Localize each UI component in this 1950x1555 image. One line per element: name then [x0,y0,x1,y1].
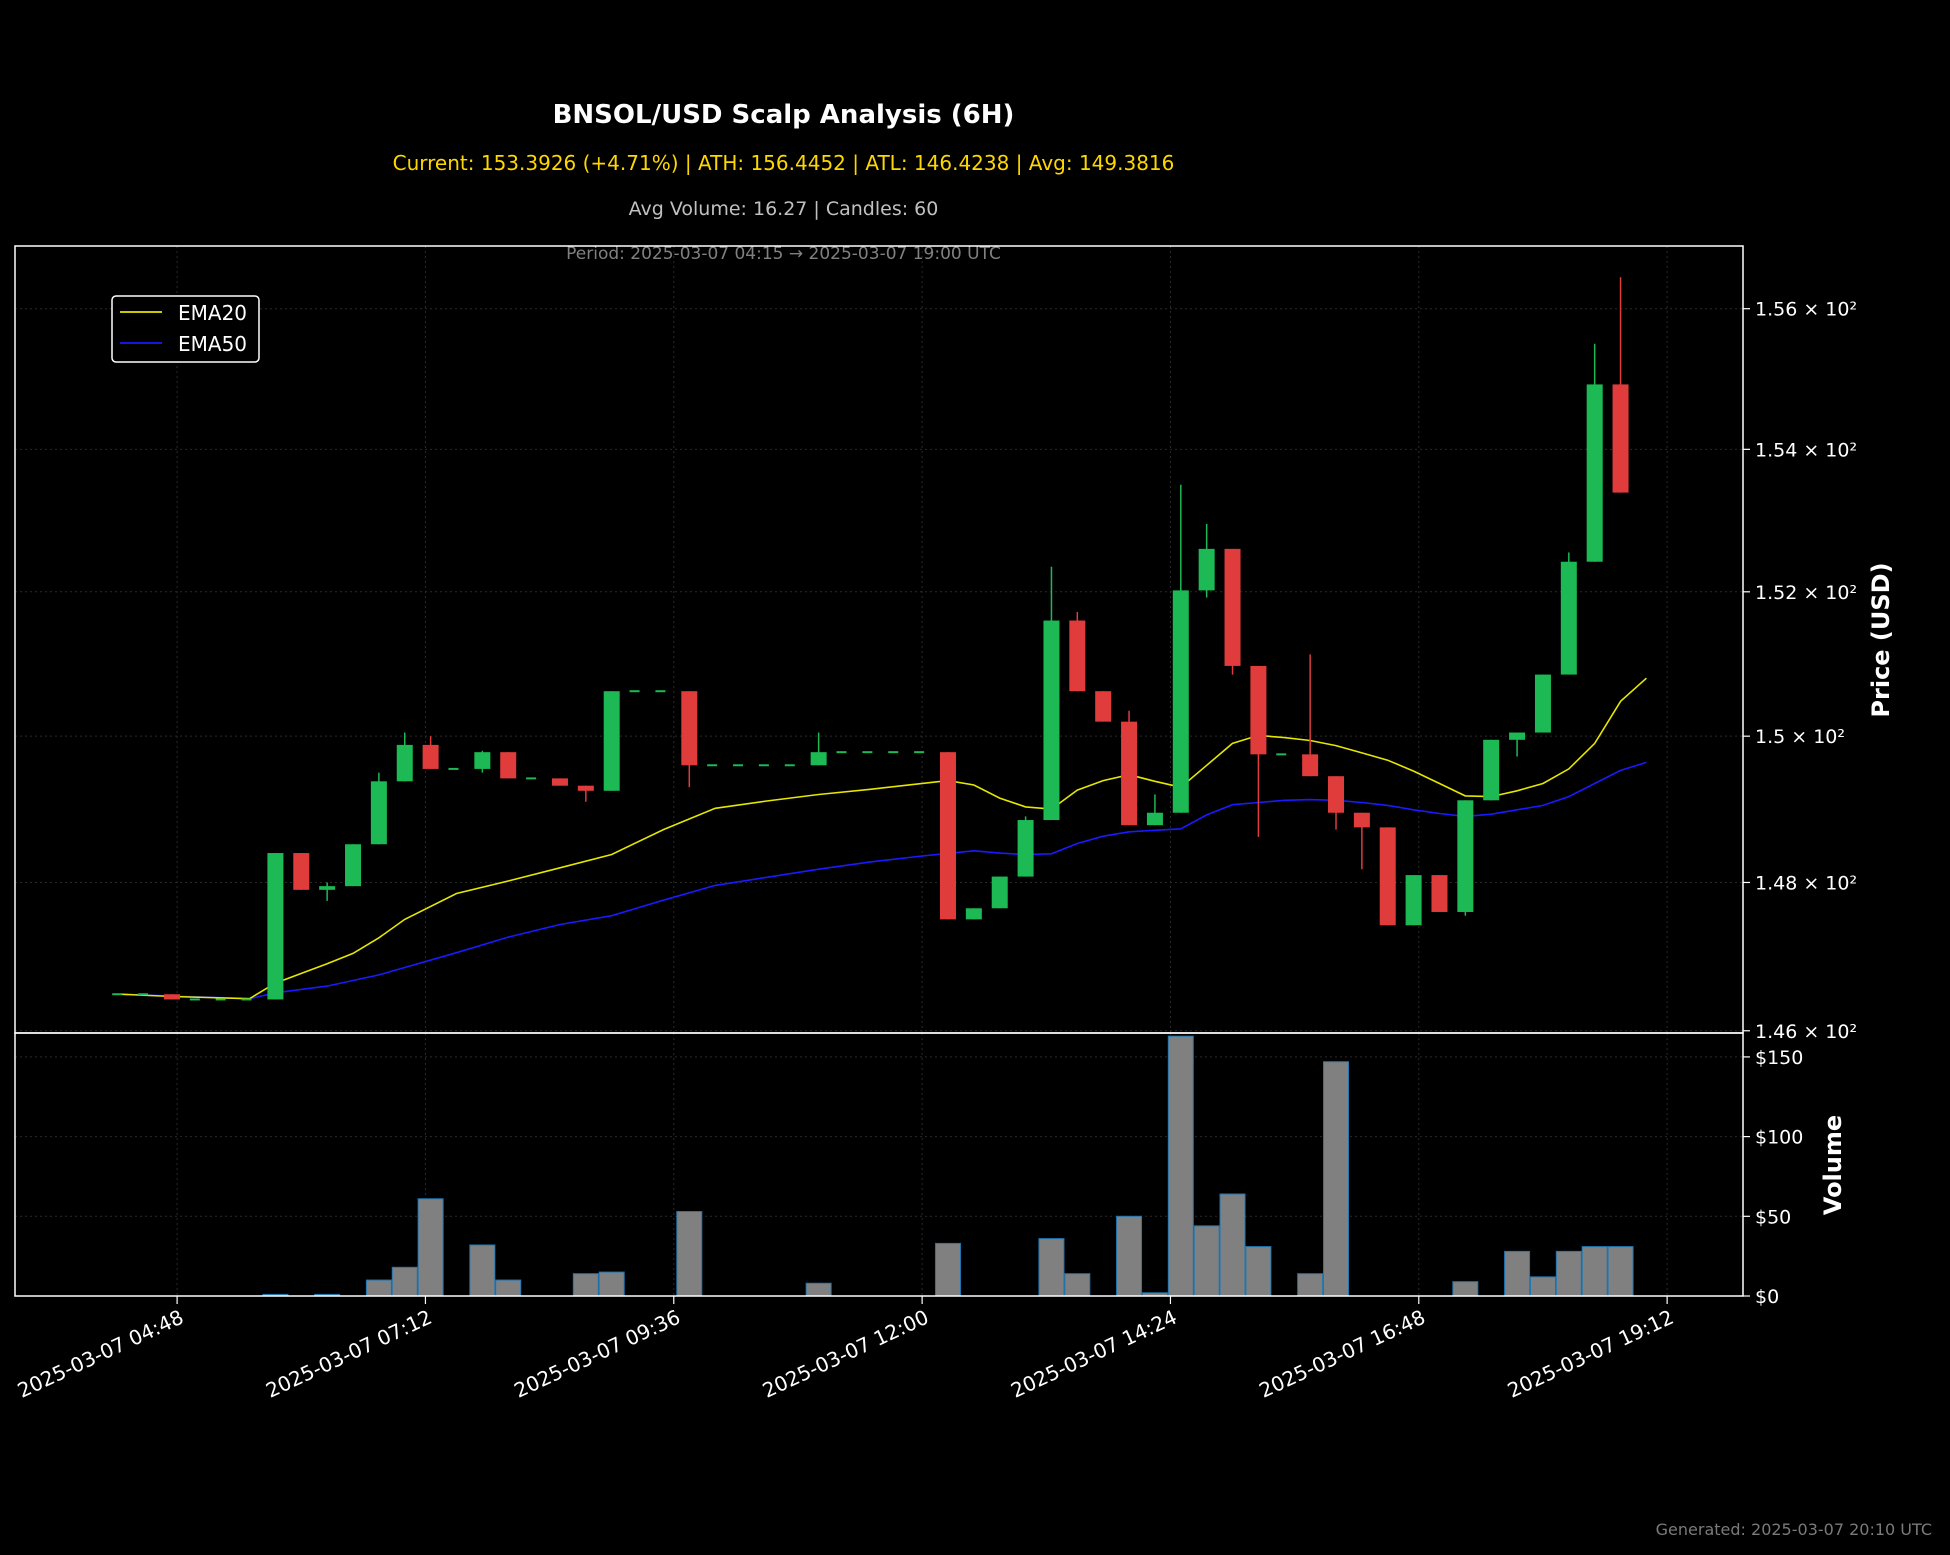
volume-bar [1323,1061,1350,1297]
volume-tick-label: $100 [1755,1127,1803,1149]
candle-body [163,994,180,1000]
volume-bar [1219,1193,1246,1297]
volume-bar [391,1266,418,1297]
volume-bar [1529,1276,1556,1297]
candle-body [681,691,698,766]
price-tick-label: 1.46 × 10² [1755,1021,1857,1043]
candle-body [551,778,568,786]
candle-body [1328,776,1345,813]
time-tick-label: 2025-03-07 12:00 [759,1305,932,1403]
candle-body [1612,384,1629,493]
candle-body [1534,674,1551,733]
volume-bar [365,1279,392,1297]
volume-bar [1504,1250,1531,1297]
volume-tick-label: $50 [1755,1206,1791,1228]
generated-timestamp: Generated: 2025-03-07 20:10 UTC [1655,1520,1932,1539]
candle-body [1509,732,1526,740]
candle-body [991,876,1008,909]
candle-body [1146,812,1163,826]
volume-bar [1581,1246,1608,1297]
price-tick-label: 1.5 × 10² [1755,726,1845,748]
candle-body [1302,754,1319,777]
candle-body [422,744,439,769]
volume-bar [1064,1273,1091,1297]
candle-body [345,844,362,887]
candle-body [1017,820,1034,877]
candle-body [1560,561,1577,675]
volume-bar [417,1198,444,1297]
candle-body [577,785,594,791]
candle-body [1069,620,1086,692]
time-tick-label: 2025-03-07 07:12 [262,1305,435,1403]
volume-bar [495,1279,522,1297]
candle-body [1095,691,1112,722]
candle-body [1405,875,1422,926]
price-axis-label: Price (USD) [1867,562,1895,717]
ema20-line [120,677,1647,1000]
volume-bar [572,1273,599,1297]
time-tick-label: 2025-03-07 14:24 [1007,1305,1180,1403]
candle-body [474,752,491,769]
volume-bar [469,1244,496,1297]
price-stats: Current: 153.3926 (+4.71%) | ATH: 156.44… [392,151,1175,175]
period-range: Period: 2025-03-07 04:15 → 2025-03-07 19… [566,244,1001,264]
candle-body [1250,665,1267,755]
volume-axis-label: Volume [1819,1115,1847,1215]
price-tick-label: 1.54 × 10² [1755,439,1857,461]
volume-bar [805,1282,832,1297]
volume-bar [1038,1238,1065,1297]
candle-body [1483,739,1500,801]
volume-bar [1245,1246,1272,1297]
price-tick-label: 1.56 × 10² [1755,299,1857,321]
volume-bar [1555,1250,1582,1297]
candle-body [396,744,413,782]
volume-bar [1607,1246,1634,1297]
candle-body [965,908,982,920]
candle-body [1353,812,1370,828]
time-tick-label: 2025-03-07 09:36 [510,1305,683,1403]
candle-body [1457,800,1474,912]
volume-panel-frame [14,1032,1744,1297]
time-tick-label: 2025-03-07 19:12 [1504,1305,1677,1403]
volume-bar [934,1242,961,1297]
volume-bar [676,1211,703,1297]
candle-body [293,853,310,890]
candle-body [1224,548,1241,666]
volume-bar [1452,1281,1479,1297]
candle-body [939,752,956,920]
volume-tick-label: $150 [1755,1047,1803,1069]
volume-bar [1167,1035,1194,1297]
candle-body [370,781,387,845]
chart-title: BNSOL/USD Scalp Analysis (6H) [552,100,1015,130]
ema50-legend-label: EMA50 [178,332,247,356]
ema20-legend-label: EMA20 [178,301,247,325]
volume-tick-label: $0 [1755,1286,1779,1308]
candle-body [1172,590,1189,813]
candle-body [1431,875,1448,912]
candle-body [500,752,517,779]
volume-stats: Avg Volume: 16.27 | Candles: 60 [628,198,939,220]
price-tick-label: 1.52 × 10² [1755,582,1857,604]
candle-body [1586,384,1603,562]
time-tick-label: 2025-03-07 16:48 [1255,1305,1428,1403]
candle-body [1379,827,1396,926]
candle-body [319,886,336,890]
candle-body [1198,548,1215,591]
volume-bar [1297,1273,1324,1297]
candle-body [810,752,827,766]
price-tick-label: 1.48 × 10² [1755,872,1857,894]
candle-body [1121,721,1138,826]
candle-body [267,853,284,1000]
time-tick-label: 2025-03-07 04:48 [14,1305,187,1403]
candle-body [603,691,620,791]
volume-bar [598,1271,625,1297]
volume-bar [1193,1225,1220,1297]
volume-bar [1116,1215,1143,1297]
candle-body [1043,620,1060,821]
